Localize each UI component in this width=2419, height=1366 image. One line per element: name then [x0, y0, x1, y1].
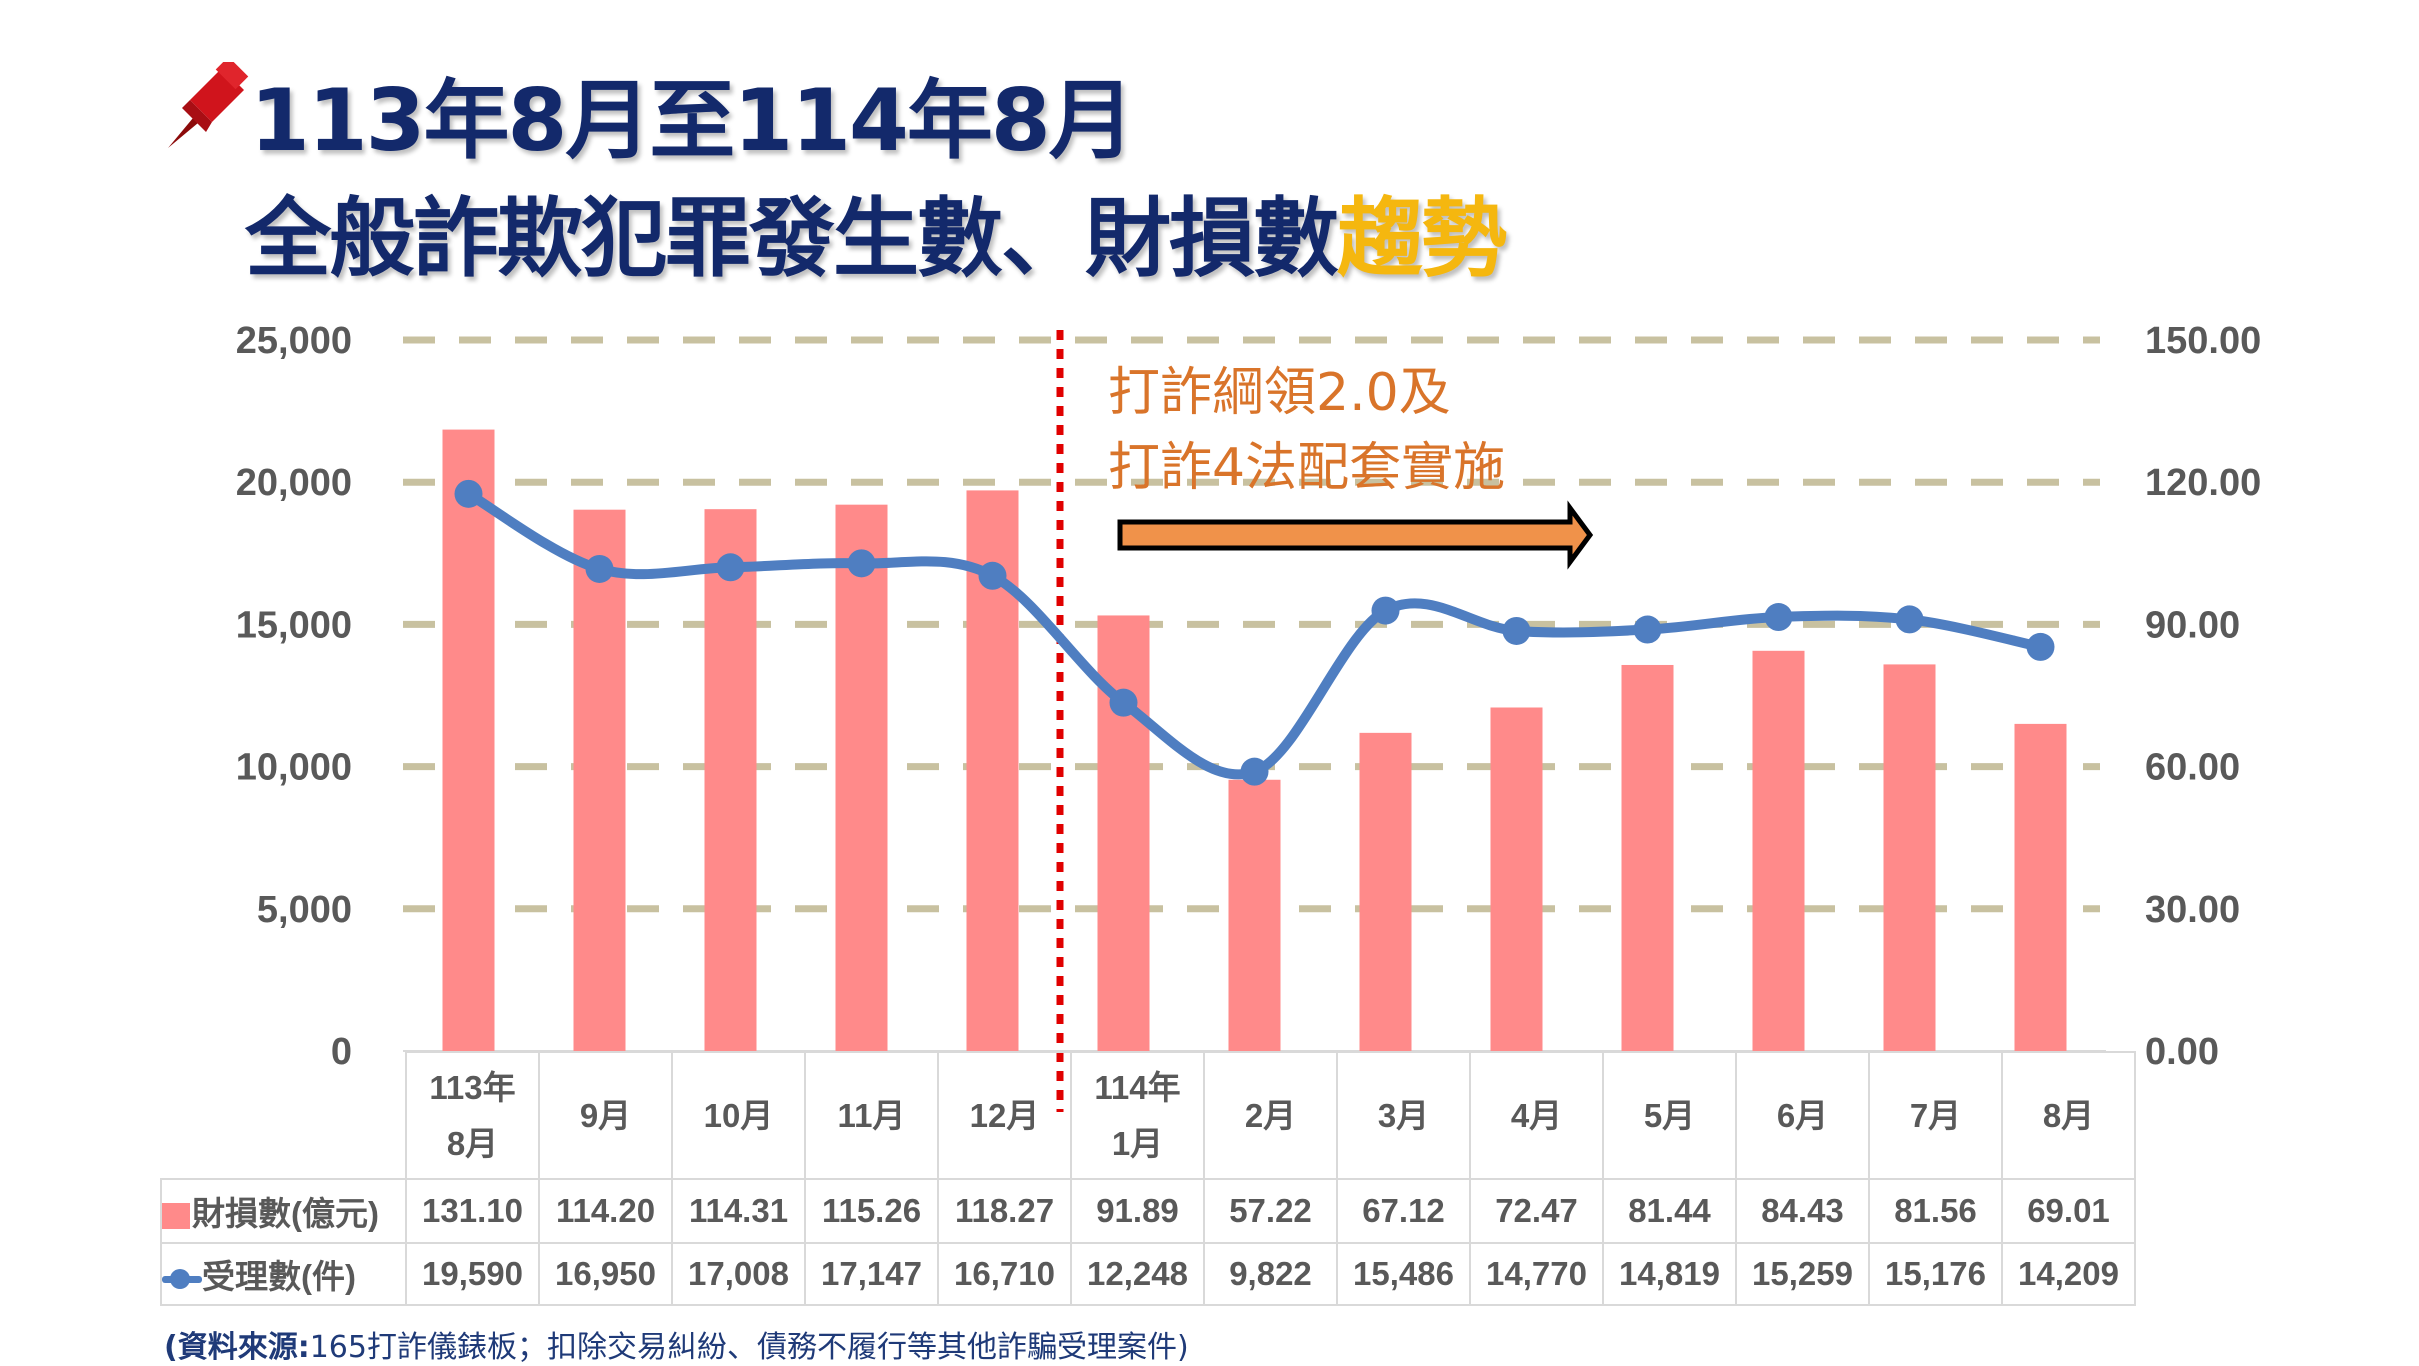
legend-loss: 財損數(億元) — [160, 1178, 407, 1244]
line-point — [1502, 616, 1531, 645]
line-legend-swatch — [162, 1269, 202, 1290]
cases-value: 15,259 — [1735, 1242, 1870, 1306]
annotation-line-2: 打詐4法配套實施 — [1108, 438, 1506, 498]
loss-value: 81.56 — [1868, 1178, 2003, 1244]
loss-value: 57.22 — [1203, 1178, 1338, 1244]
cases-value: 16,710 — [937, 1242, 1072, 1306]
line-point — [585, 554, 614, 583]
category-label: 7月 — [1868, 1051, 2003, 1180]
title-line-1: 113年8月至114年8月 — [250, 71, 1135, 171]
category-label: 8月 — [2001, 1051, 2136, 1180]
cases-value: 19,590 — [405, 1242, 540, 1306]
y-right-tick-label: 120.00 — [2145, 462, 2261, 504]
bar — [704, 509, 757, 1051]
line-point — [716, 553, 745, 582]
y-left-tick-label: 10,000 — [236, 747, 352, 789]
title-line-2: 全般詐欺犯罪發生數、財損數趨勢 — [245, 168, 1507, 293]
y-right-tick-label: 0.00 — [2145, 1031, 2219, 1073]
y-left-tick-label: 15,000 — [236, 604, 352, 646]
loss-value: 118.27 — [937, 1178, 1072, 1244]
loss-value: 114.31 — [671, 1178, 806, 1244]
bar — [835, 504, 888, 1051]
y-left-tick-label: 5,000 — [257, 889, 352, 931]
source-label: (資料來源: — [164, 1330, 310, 1365]
cases-value: 9,822 — [1203, 1242, 1338, 1306]
source-note: (資料來源:165打詐儀錶板；扣除交易糾紛、債務不履行等其他詐騙受理案件) — [164, 1322, 1189, 1366]
category-label: 4月 — [1469, 1051, 1604, 1180]
cases-value: 15,176 — [1868, 1242, 2003, 1306]
category-label: 2月 — [1203, 1051, 1338, 1180]
loss-value: 91.89 — [1070, 1178, 1205, 1244]
cases-value: 17,008 — [671, 1242, 806, 1306]
legend-loss-label: 財損數(億元) — [192, 1195, 379, 1232]
cases-value: 17,147 — [804, 1242, 939, 1306]
y-right-tick-label: 90.00 — [2145, 604, 2240, 646]
y-right-tick-label: 30.00 — [2145, 889, 2240, 931]
line-point — [1109, 688, 1138, 717]
cases-value: 15,486 — [1336, 1242, 1471, 1306]
loss-value: 131.10 — [405, 1178, 540, 1244]
cases-value: 14,209 — [2001, 1242, 2136, 1306]
line-point — [1371, 596, 1400, 625]
line-point — [1764, 603, 1793, 632]
line-point — [1895, 605, 1924, 634]
source-text: 165打詐儀錶板；扣除交易糾紛、債務不履行等其他詐騙受理案件) — [309, 1330, 1189, 1365]
category-label: 6月 — [1735, 1051, 1870, 1180]
legend-cases: 受理數(件) — [160, 1242, 407, 1306]
bar — [573, 509, 626, 1051]
y-right-tick-label: 60.00 — [2145, 747, 2240, 789]
line-point — [1240, 757, 1269, 786]
bar — [1883, 664, 1936, 1051]
category-label: 10月 — [671, 1051, 806, 1180]
loss-value: 67.12 — [1336, 1178, 1471, 1244]
y-axis-right: 0.00 30.00 60.00 90.00 120.00 150.00 — [2145, 320, 2261, 1073]
line-point — [454, 479, 483, 508]
data-table: 113年 8月 9月 10月 11月 12月 114年 1月 2月 3月 4月 5月 6月 7月 8月 … — [160, 1051, 2136, 1306]
cases-value: 12,248 — [1070, 1242, 1205, 1306]
legend-cases-label: 受理數(件) — [202, 1258, 356, 1295]
bar — [1490, 707, 1543, 1051]
line-point — [978, 561, 1007, 590]
cases-value: 14,770 — [1469, 1242, 1604, 1306]
category-label: 11月 — [804, 1051, 939, 1180]
line-point — [1633, 615, 1662, 644]
bar — [1752, 650, 1805, 1051]
category-label: 9月 — [538, 1051, 673, 1180]
bar — [442, 429, 495, 1051]
loss-value: 72.47 — [1469, 1178, 1604, 1244]
title-highlight: 趨勢 — [1337, 189, 1507, 289]
title-main: 全般詐欺犯罪發生數、財損數 — [245, 189, 1339, 289]
bar-legend-swatch — [162, 1203, 190, 1230]
category-label: 114年 1月 — [1070, 1051, 1205, 1180]
y-right-tick-label: 150.00 — [2145, 320, 2261, 362]
arrow-icon — [1117, 500, 1594, 570]
pushpin-icon — [168, 62, 249, 148]
cases-value: 16,950 — [538, 1242, 673, 1306]
line-point — [2026, 632, 2055, 661]
loss-value: 81.44 — [1602, 1178, 1737, 1244]
loss-value: 69.01 — [2001, 1178, 2136, 1244]
category-label: 5月 — [1602, 1051, 1737, 1180]
y-left-tick-label: 25,000 — [236, 320, 352, 362]
bar — [1228, 779, 1281, 1051]
bars — [442, 429, 2067, 1051]
loss-value: 114.20 — [538, 1178, 673, 1244]
loss-value: 115.26 — [804, 1178, 939, 1244]
table-corner — [161, 1052, 406, 1180]
annotation-line-1: 打詐綱領2.0及 — [1108, 363, 1451, 423]
cases-value: 14,819 — [1602, 1242, 1737, 1306]
category-label: 3月 — [1336, 1051, 1471, 1180]
category-label: 12月 — [937, 1051, 1072, 1180]
category-label: 113年 8月 — [405, 1051, 540, 1180]
bar — [1621, 664, 1674, 1051]
loss-value: 84.43 — [1735, 1178, 1870, 1244]
y-left-tick-label: 20,000 — [236, 462, 352, 504]
bar — [1359, 732, 1412, 1051]
line-point — [847, 549, 876, 578]
line-series — [454, 479, 2055, 786]
bar — [2014, 723, 2067, 1051]
